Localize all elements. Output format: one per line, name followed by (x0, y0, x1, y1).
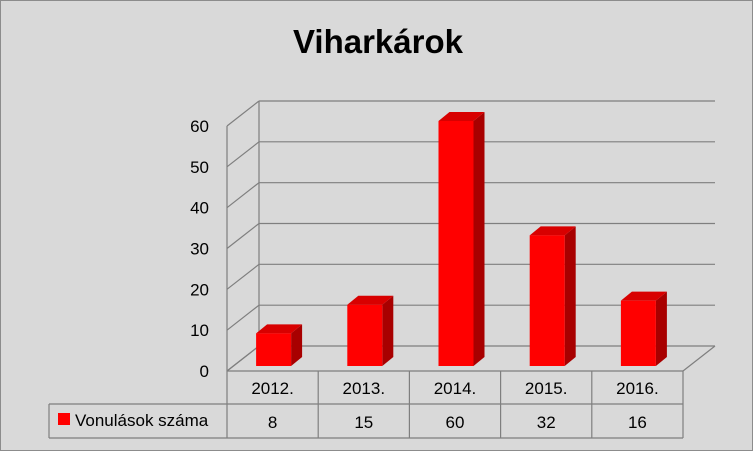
x-tick-label: 2015. (525, 379, 568, 398)
y-tick-label: 60 (190, 117, 209, 136)
bar (438, 112, 485, 366)
bar-top (529, 226, 576, 236)
y-tick-label: 20 (190, 280, 209, 299)
bar-top (438, 112, 485, 121)
bar (347, 295, 394, 366)
x-tick-label: 2014. (434, 379, 477, 398)
data-label: 32 (537, 413, 556, 432)
plot-area: 0 10 20 30 40 50 60 (190, 100, 716, 381)
y-tick-label: 40 (190, 199, 209, 218)
bar (620, 291, 667, 366)
bar-front (529, 235, 565, 366)
legend-marker (58, 413, 70, 425)
y-tick-label: 10 (190, 321, 209, 340)
legend-label: Vonulások száma (75, 411, 209, 430)
bar-front (256, 333, 292, 366)
x-tick-label: 2016. (616, 379, 659, 398)
y-tick-label: 50 (190, 158, 209, 177)
bar (256, 324, 303, 366)
bar-side (564, 226, 576, 366)
bar-front (438, 121, 474, 366)
bar-top (347, 295, 394, 305)
side-wall-line (226, 100, 260, 127)
y-tick-label: 0 (200, 362, 209, 381)
side-wall-line (226, 223, 260, 249)
bar-side (473, 112, 485, 366)
side-wall-line (226, 182, 260, 209)
bar-side (291, 324, 303, 366)
floor-right-edge (682, 345, 716, 372)
data-label: 8 (268, 413, 277, 432)
data-label: 16 (628, 413, 647, 432)
bar-front (347, 304, 383, 366)
bar-top (620, 291, 667, 301)
side-wall-line (226, 304, 260, 331)
bar-top (256, 324, 303, 334)
chart-title: Viharkárok (293, 23, 464, 60)
y-tick-label: 30 (190, 240, 209, 259)
floor-left-edge (226, 345, 260, 372)
data-label: 60 (446, 413, 465, 432)
data-label: 15 (354, 413, 373, 432)
bar (529, 226, 576, 366)
bar-front (620, 300, 656, 366)
side-wall-line (226, 141, 260, 168)
bar-side (382, 295, 394, 366)
bar-side (655, 291, 667, 366)
x-tick-label: 2013. (343, 379, 386, 398)
side-wall-line (226, 263, 260, 290)
x-tick-label: 2012. (251, 379, 294, 398)
data-table: 2012. 8 2013. 15 2014. 60 2015. 32 2016. 16 Vonulá… (48, 370, 684, 439)
